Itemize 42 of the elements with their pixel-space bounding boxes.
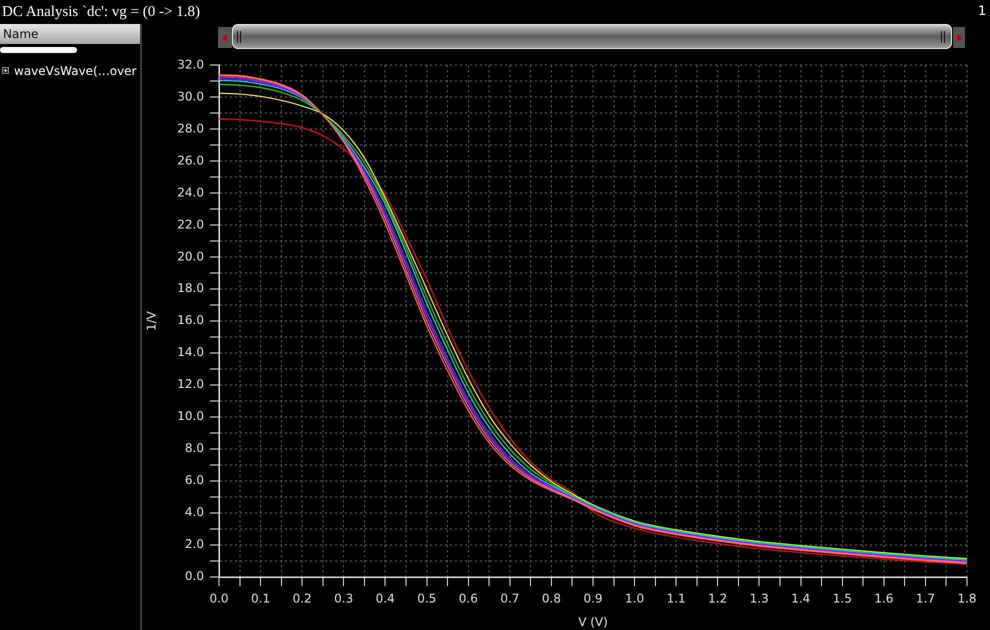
x-tick-label: 1.8 [957,591,977,606]
x-tick-label: 0.6 [458,591,478,606]
x-tick-label: 1.7 [916,591,935,606]
y-tick-label: 28.0 [177,121,204,136]
x-tick-label: 0.4 [376,591,395,606]
x-tick-label: 0.2 [292,591,312,606]
y-tick-label: 30.0 [177,89,204,104]
x-tick-label: 0.1 [251,591,270,606]
y-tick-label: 24.0 [177,185,204,200]
y-tick-label: 20.0 [177,249,204,264]
x-tick-label: 1.2 [708,591,728,606]
x-tick-label: 0.3 [334,591,354,606]
y-tick-label: 8.0 [184,441,204,456]
y-tick-label: 4.0 [184,505,204,520]
y-tick-label: 14.0 [177,345,204,360]
x-tick-label: 1.3 [750,591,769,606]
x-axis-title: V (V) [578,614,608,629]
y-tick-label: 0.0 [184,569,204,584]
y-tick-label: 2.0 [184,537,204,552]
text: waveVsWave(…over [14,64,136,79]
y-tick-label: 6.0 [184,473,204,488]
x-tick-label: 0.0 [209,591,229,606]
y-tick-label: 26.0 [177,153,204,168]
y-tick-label: 18.0 [177,281,204,296]
text: 1 [978,4,986,19]
y-tick-label: 12.0 [177,377,204,392]
x-tick-label: 0.8 [542,591,561,606]
x-tick-label: 1.0 [625,591,644,606]
x-tick-label: 0.5 [417,591,436,606]
y-tick-label: 16.0 [177,313,204,328]
y-tick-label: 32.0 [177,57,204,72]
x-tick-label: 0.7 [500,591,520,606]
x-tick-label: 1.4 [791,591,810,606]
x-tick-label: 1.6 [874,591,894,606]
y-tick-label: 22.0 [177,217,204,232]
chart-title: DC Analysis `dc': vg = (0 -> 1.8) [2,3,200,21]
text: Name [3,27,38,42]
x-tick-label: 1.1 [666,591,686,606]
x-tick-label: 0.9 [583,591,603,606]
y-tick-label: 10.0 [177,409,204,424]
y-axis-title: 1/V [144,310,158,332]
x-tick-label: 1.5 [832,591,852,606]
